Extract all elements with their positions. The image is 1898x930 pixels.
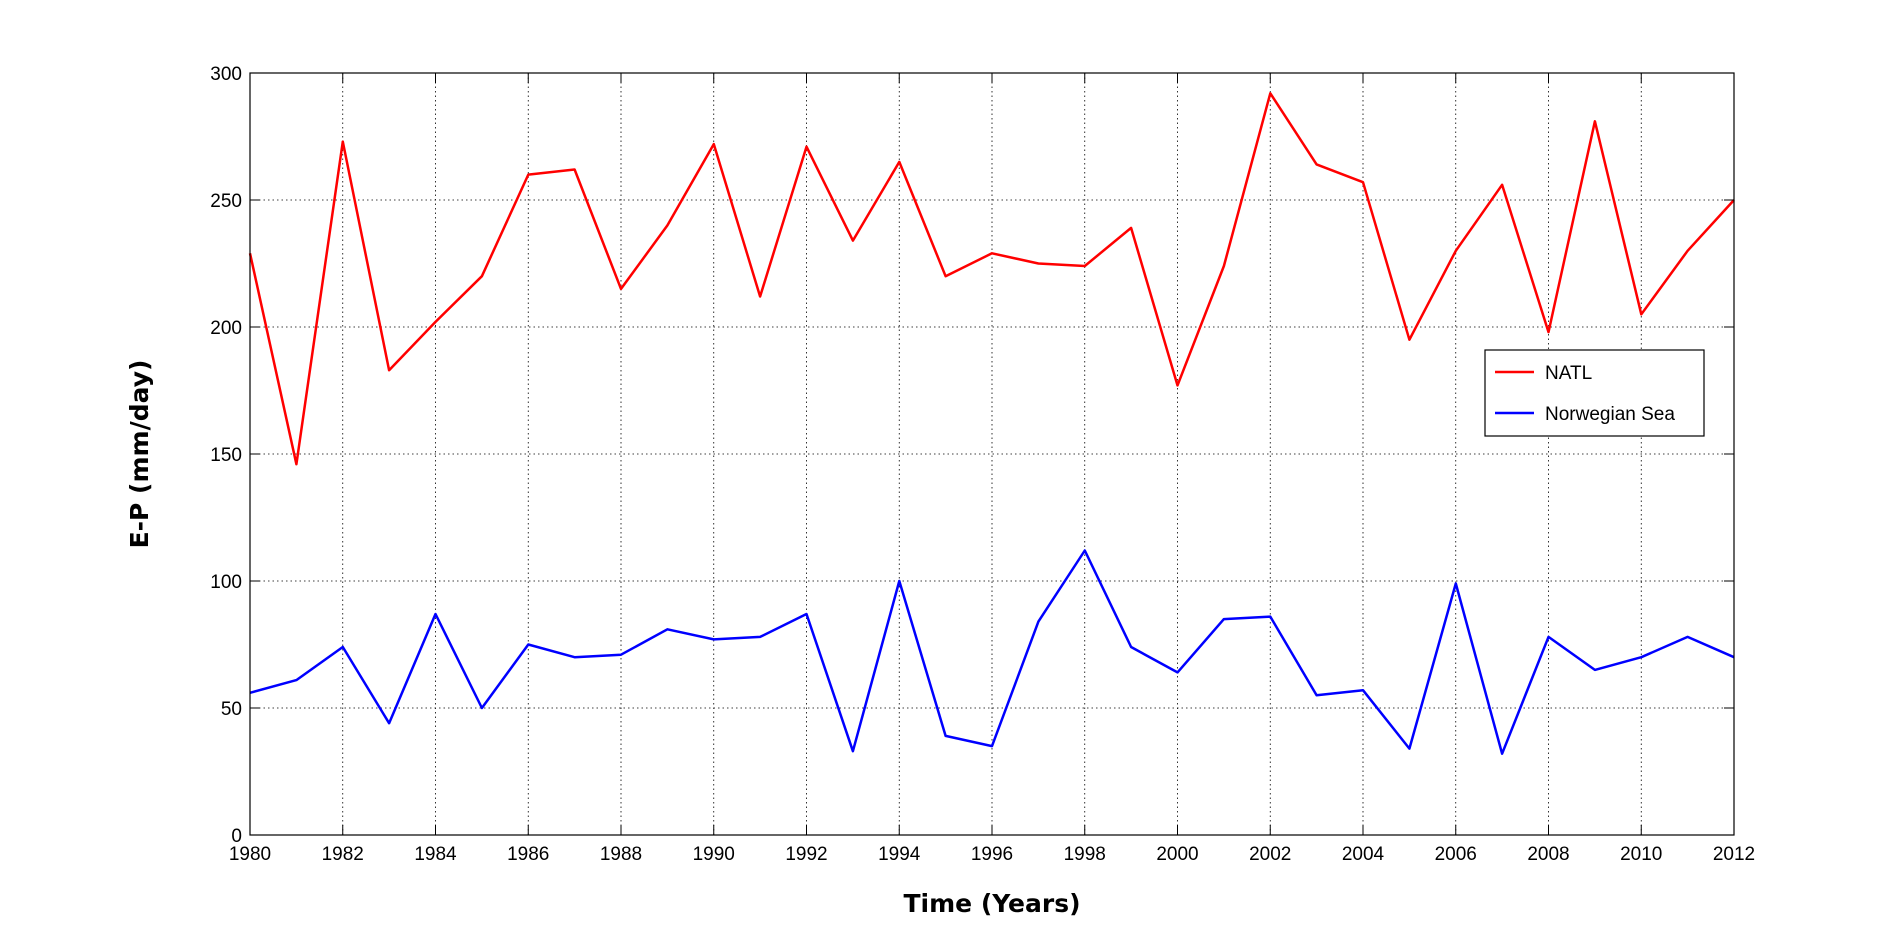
legend-box (1484, 349, 1705, 437)
legend-label-norwegian-sea: Norwegian Sea (1545, 404, 1675, 425)
y-tick-label: 200 (210, 318, 242, 339)
x-tick-label: 1984 (414, 844, 457, 865)
x-tick-label: 2000 (1156, 844, 1198, 865)
grid-lines (250, 73, 1734, 835)
series-line-natl (248, 92, 1735, 466)
x-tick-label: 2004 (1342, 844, 1385, 865)
x-tick-label: 1990 (693, 844, 735, 865)
series-lines (248, 92, 1735, 755)
series-line-norwegian-sea (249, 549, 1735, 755)
y-tick-label: 250 (210, 191, 242, 212)
x-tick-label: 1988 (600, 844, 642, 865)
x-tick-label: 1994 (878, 844, 921, 865)
y-tick-label: 0 (231, 826, 242, 847)
legend-label-natl: NATL (1545, 363, 1592, 384)
x-tick-label: 2008 (1527, 844, 1569, 865)
axis-ticks (249, 72, 1735, 836)
x-axis-title: Time (Years) (903, 889, 1080, 918)
x-tick-label: 1986 (507, 844, 549, 865)
x-tick-label: 2006 (1435, 844, 1477, 865)
y-tick-label: 100 (210, 572, 242, 593)
x-tick-label: 2002 (1249, 844, 1291, 865)
x-tick-label: 2012 (1713, 844, 1755, 865)
y-tick-label: 150 (210, 445, 242, 466)
x-tick-label: 1998 (1064, 844, 1106, 865)
y-tick-label: 300 (210, 64, 242, 85)
x-tick-label: 1980 (229, 844, 271, 865)
legend: NATL Norwegian Sea (1484, 349, 1705, 437)
y-tick-labels: 0 50 100 150 200 250 300 (210, 64, 242, 847)
x-tick-labels: 1980 1982 1984 1986 1988 1990 1992 1994 1996 1998… (229, 844, 1755, 865)
x-tick-label: 1996 (971, 844, 1013, 865)
y-axis-title: E-P (mm/day) (125, 360, 154, 549)
x-tick-label: 1982 (322, 844, 364, 865)
x-tick-label: 1992 (785, 844, 827, 865)
x-tick-label: 2010 (1620, 844, 1662, 865)
y-tick-label: 50 (221, 699, 242, 720)
